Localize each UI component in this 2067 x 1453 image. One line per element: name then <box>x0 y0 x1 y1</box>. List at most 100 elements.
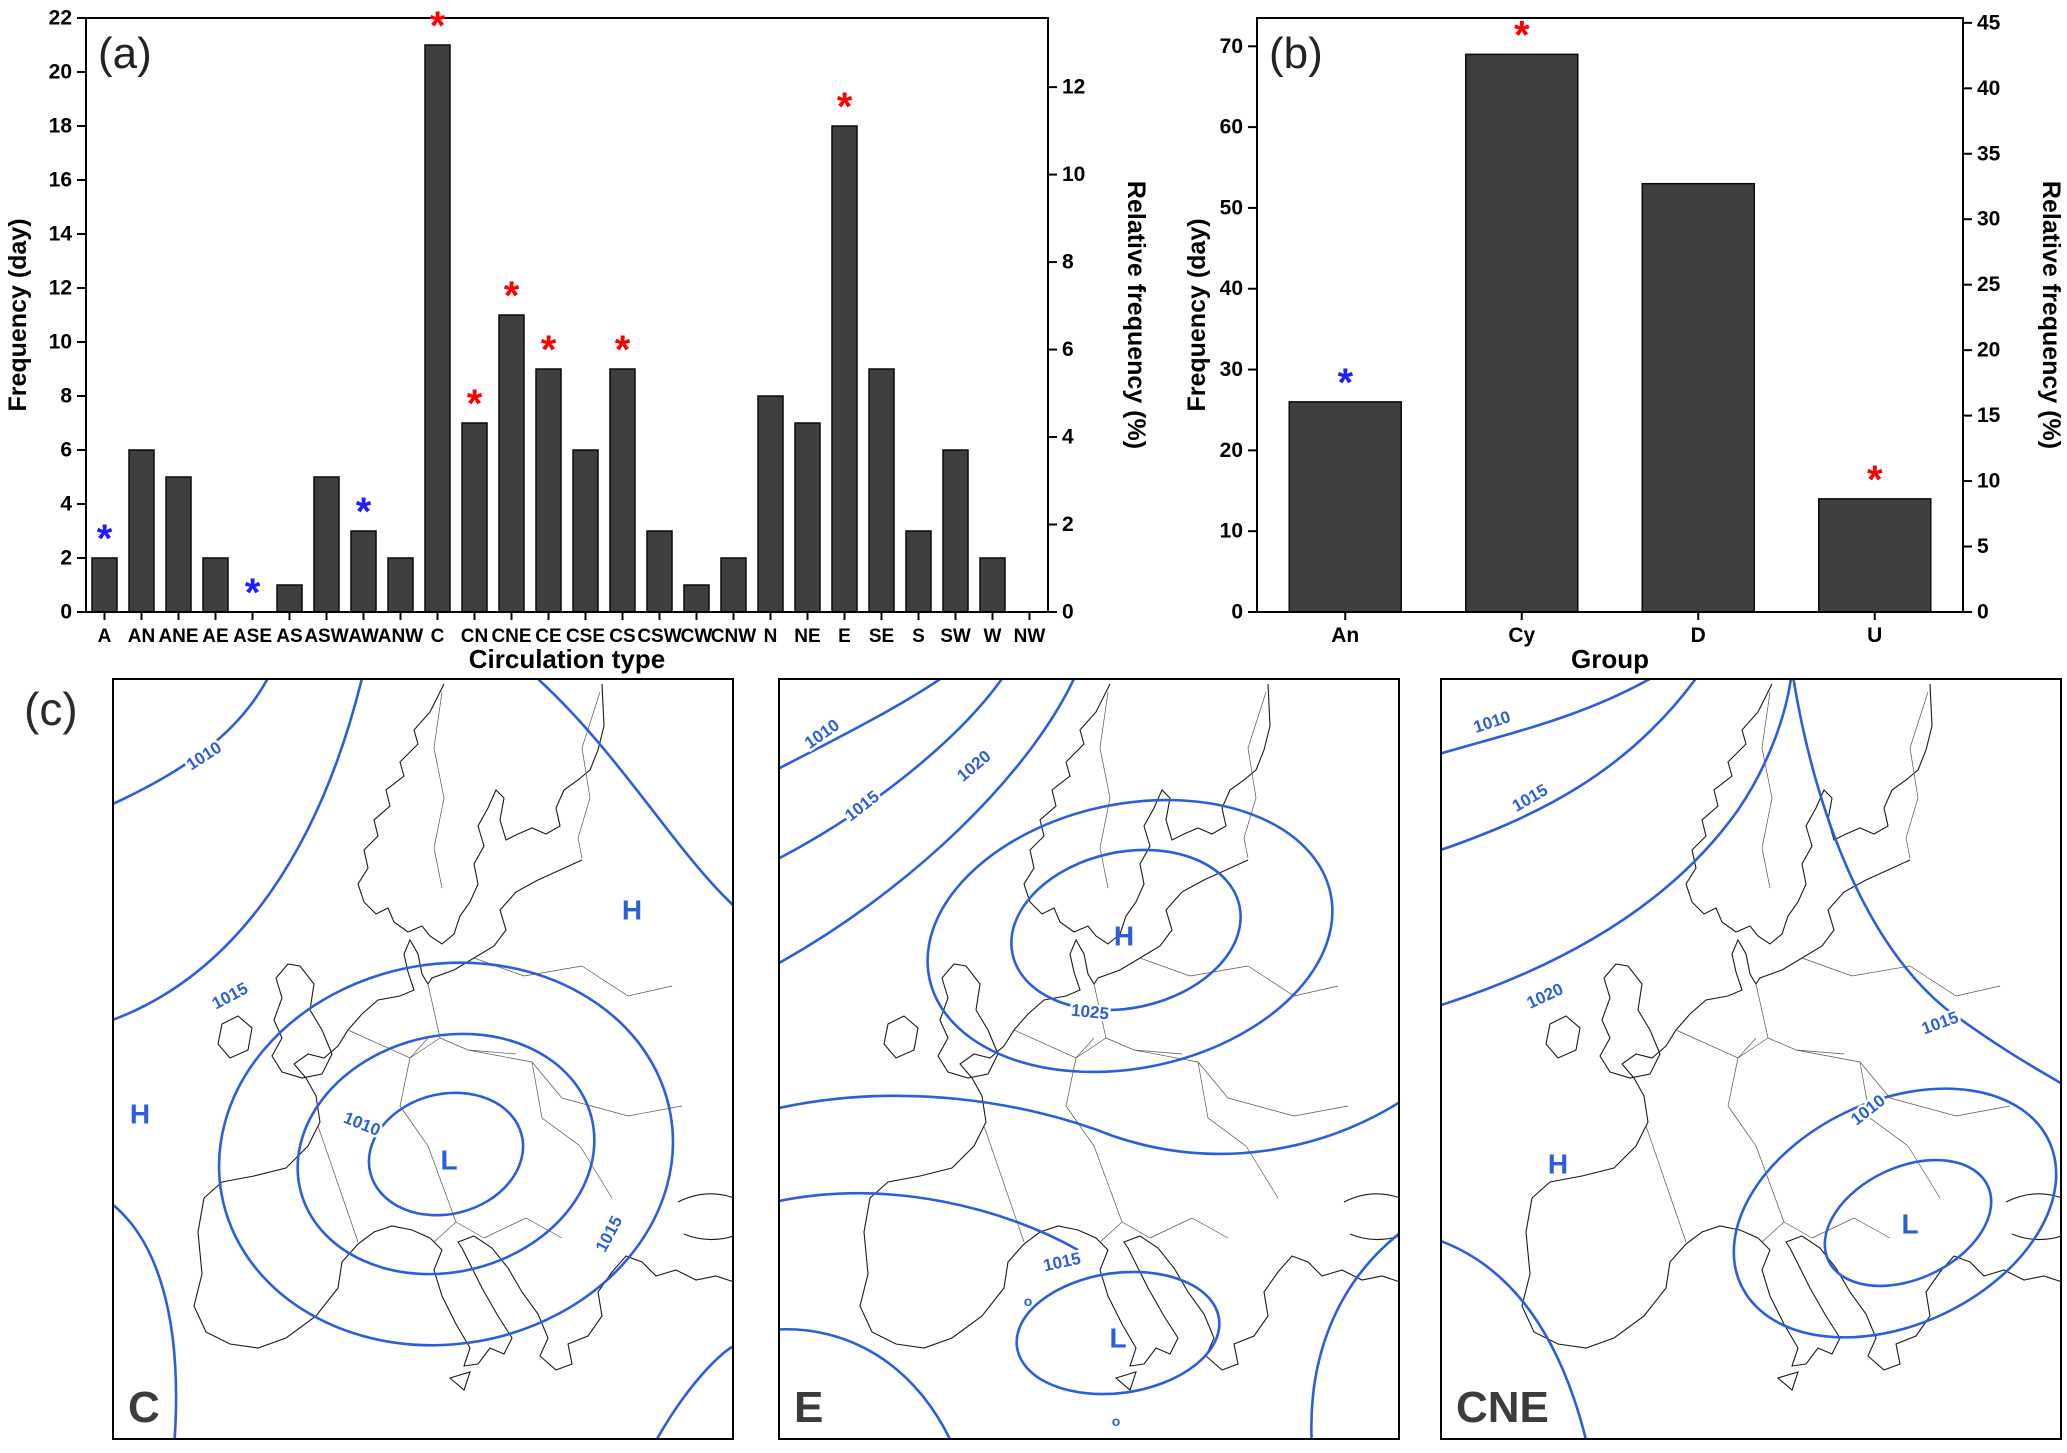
y2-tick-label: 10 <box>1977 470 2000 493</box>
y2-tick-label: 0 <box>1062 601 1074 624</box>
significance-star-A: * <box>97 517 113 561</box>
x-tick-label-An: An <box>1331 624 1359 647</box>
bar-CE <box>535 368 562 613</box>
bar-An <box>1288 401 1402 613</box>
y2-tick-label: 6 <box>1062 338 1074 361</box>
bar-W <box>979 557 1006 613</box>
y-tick-label: 10 <box>49 331 72 354</box>
y2-tick-label: 30 <box>1977 208 2000 231</box>
x-tick-label-CSW: CSW <box>637 626 681 647</box>
pressure-center-label-H: H <box>1114 921 1134 952</box>
y2-tick-label: 25 <box>1977 273 2001 296</box>
bar-D <box>1641 182 1755 613</box>
y-tick-label: 0 <box>1231 601 1243 624</box>
x-tick-label-N: N <box>764 626 778 647</box>
x-tick-label-W: W <box>984 626 1002 647</box>
y2-tick-label: 8 <box>1062 251 1074 274</box>
y-tick-label: 30 <box>1220 358 1243 381</box>
bar-CSW <box>646 530 673 613</box>
pressure-center-label-L: L <box>440 1145 457 1176</box>
y2-tick-label: 12 <box>1062 76 1085 99</box>
panel-c-label: (c) <box>24 683 78 735</box>
x-tick-label-SE: SE <box>869 626 894 647</box>
bar-NE <box>794 422 821 613</box>
bar-ANE <box>165 476 192 613</box>
bar-CN <box>461 422 488 613</box>
panel-a-bar-chart: 0 2 4 6 8 10 12 14 16 18 20 22 0 2 4 6 8 10 12 A AN ANE AE ASE A… <box>4 2 1154 679</box>
bar-chart-svg-b: 0 10 20 30 40 50 60 70 0 5 10 15 20 25 30 35 40 45 An Cy D U *… <box>1183 11 2065 674</box>
x-tick-label-CS: CS <box>609 626 635 647</box>
y-tick-label: 6 <box>60 439 72 462</box>
map-type-label: CNE <box>1456 1383 1549 1432</box>
y2-axis-title: Relative frequency (%) <box>1122 181 1150 449</box>
map-C-synoptic-chart: 1010 1015 1010 1015 L H H C <box>112 678 734 1445</box>
isobar-value-label: 1025 <box>1070 1001 1110 1024</box>
significance-star-AW: * <box>356 490 372 534</box>
x-tick-label-CNE: CNE <box>491 626 531 647</box>
x-axis-title: Group <box>1571 644 1649 674</box>
y2-tick-label: 10 <box>1062 163 1085 186</box>
isobar-label-small: o <box>1112 1413 1121 1429</box>
bar-CNE <box>498 314 525 613</box>
bar-S <box>905 530 932 613</box>
coastline-layer <box>859 683 1398 1391</box>
y-tick-label: 50 <box>1220 196 1243 219</box>
bar-AN <box>128 449 155 613</box>
x-tick-label-D: D <box>1691 624 1706 647</box>
bar-AS <box>276 584 303 613</box>
y2-tick-label: 20 <box>1977 339 2000 362</box>
isobar-layer <box>114 680 732 1438</box>
coastline-layer <box>1521 683 2060 1391</box>
bar-C <box>424 44 451 613</box>
y-tick-label: 60 <box>1220 116 1243 139</box>
x-axis-title: Circulation type <box>469 644 665 674</box>
y-tick-label: 18 <box>49 115 73 138</box>
significance-star-Cy: * <box>1514 13 1530 57</box>
y2-tick-label: 5 <box>1977 535 1989 558</box>
pressure-center-label-H: H <box>622 895 642 926</box>
y2-tick-label: 15 <box>1977 404 2001 427</box>
x-tick-label-ASE: ASE <box>233 626 272 647</box>
isobar-label-small: o <box>1024 1293 1033 1309</box>
y-tick-label: 2 <box>60 547 72 570</box>
isobar-layer <box>1442 680 2060 1438</box>
significance-star-CN: * <box>467 382 483 426</box>
x-tick-label-Cy: Cy <box>1508 624 1535 647</box>
y-axis-title: Frequency (day) <box>1183 218 1211 411</box>
y-tick-label: 40 <box>1220 277 1243 300</box>
bar-ASW <box>313 476 340 613</box>
y-tick-label: 14 <box>49 223 73 246</box>
y2-tick-label: 45 <box>1977 11 2001 34</box>
map-type-label: C <box>128 1383 160 1432</box>
bar-A <box>91 557 118 613</box>
x-tick-label-NE: NE <box>794 626 820 647</box>
bar-SW <box>942 449 969 613</box>
x-tick-label-SW: SW <box>940 626 971 647</box>
bar-CSE <box>572 449 599 613</box>
significance-star-ASE: * <box>245 571 261 615</box>
isobar-layer <box>780 680 1398 1438</box>
pressure-center-label-H: H <box>130 1099 150 1130</box>
bar-SE <box>868 368 895 613</box>
y2-tick-label: 4 <box>1062 426 1074 449</box>
x-tick-label-C: C <box>431 626 445 647</box>
map-CNE-synoptic-chart: 1010 1015 1020 1015 1010 H L CNE <box>1440 678 2062 1445</box>
x-tick-label-AS: AS <box>276 626 302 647</box>
bar-Cy <box>1465 53 1579 613</box>
x-tick-label-AW: AW <box>348 626 379 647</box>
x-tick-label-E: E <box>838 626 851 647</box>
y-tick-label: 0 <box>60 601 72 624</box>
bar-U <box>1818 498 1932 613</box>
significance-star-CNE: * <box>504 274 520 318</box>
significance-star-CE: * <box>541 328 557 372</box>
x-tick-label-ANE: ANE <box>158 626 198 647</box>
x-tick-label-ANW: ANW <box>378 626 423 647</box>
bar-CNW <box>720 557 747 613</box>
significance-star-CS: * <box>615 328 631 372</box>
y-tick-label: 70 <box>1220 35 1243 58</box>
x-tick-label-S: S <box>912 626 925 647</box>
y-tick-label: 10 <box>1220 520 1243 543</box>
pressure-center-label-H: H <box>1548 1149 1568 1180</box>
